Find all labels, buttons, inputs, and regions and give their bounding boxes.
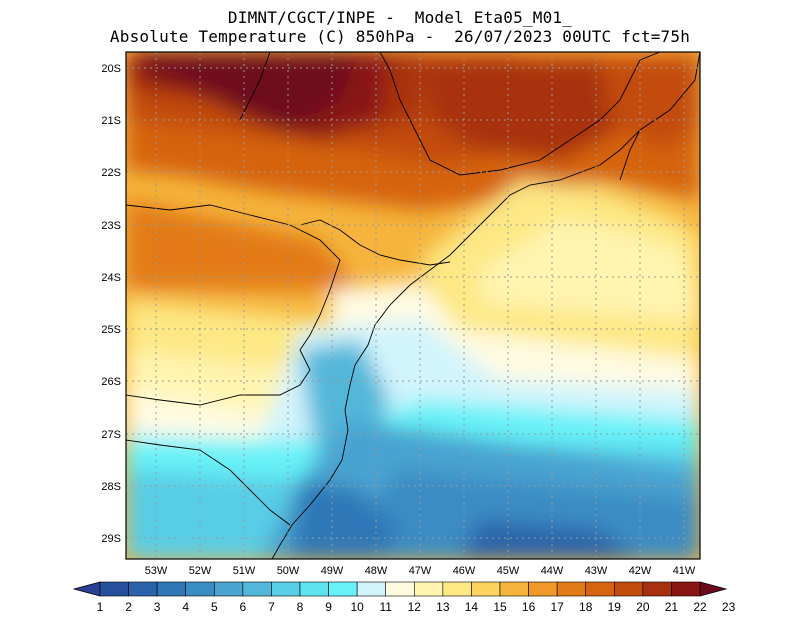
lat-label-25s: 25S [101,324,121,336]
lat-label-24s: 24S [101,272,121,284]
colorbar-label: 14 [465,600,479,614]
colorbar-label: 5 [211,600,218,614]
lon-label-43w: 43W [585,565,608,577]
longitude-axis: 53W 52W 51W 50W 49W 48W 47W 46W 45W 44W … [145,565,696,577]
colorbar-label: 15 [493,600,507,614]
colorbar-label: 17 [550,600,564,614]
colorbar-cell [356,581,387,597]
colorbar-label: 20 [636,600,650,614]
colorbar-cell [299,581,329,597]
lon-label-52w: 52W [189,565,212,577]
colorbar-label: 6 [240,600,247,614]
colorbar-cell [442,581,472,597]
colorbar-cell [613,581,644,597]
colorbar-cell [413,581,444,597]
colorbar-cell [328,581,358,597]
colorbar-cell [185,581,215,597]
colorbar-arrow-high [699,581,728,597]
colorbar: 1 2 3 4 5 6 7 8 9 10 11 12 13 14 15 16 17 18 19 20 21 22 23 [72,581,736,614]
lon-label-49w: 49W [321,565,344,577]
colorbar-label: 10 [350,600,364,614]
colorbar-label: 7 [268,600,275,614]
colorbar-label: 16 [522,600,536,614]
colorbar-cell [671,581,701,597]
colorbar-labels: 1 2 3 4 5 6 7 8 9 10 11 12 13 14 15 16 17 18 19 20 21 22 23 [97,600,736,614]
lon-label-50w: 50W [277,565,300,577]
lat-label-27s: 27S [101,429,121,441]
lon-label-41w: 41W [673,565,696,577]
lon-label-51w: 51W [233,565,256,577]
colorbar-cell [385,581,415,597]
lon-label-47w: 47W [409,565,432,577]
colorbar-cell [128,581,158,597]
coastline-borders [126,52,700,559]
lon-label-45w: 45W [497,565,520,577]
colorbar-cell [556,581,587,597]
lat-label-28s: 28S [101,481,121,493]
temperature-field [126,52,700,559]
colorbar-label: 19 [608,600,622,614]
colorbar-label: 9 [325,600,332,614]
lat-label-29s: 29S [101,533,121,545]
lon-label-48w: 48W [365,565,388,577]
lat-label-23s: 23S [101,220,121,232]
map-title-line2: Absolute Temperature (C) 850hPa - 26/07/… [109,27,691,46]
lat-label-26s: 26S [101,376,121,388]
colorbar-cell [499,581,529,597]
colorbar-cell [156,581,187,597]
colorbar-label: 2 [125,600,132,614]
colorbar-cell [271,581,301,597]
map-frame [125,51,701,560]
colorbar-label: 11 [379,600,392,614]
colorbar-label: 23 [722,600,736,614]
colorbar-cell [528,581,558,597]
colorbar-label: 4 [182,600,189,614]
colorbar-label: 22 [693,600,707,614]
colorbar-label: 21 [665,600,679,614]
lon-label-44w: 44W [541,565,564,577]
colorbar-cell [242,581,272,597]
colorbar-cell [99,581,129,597]
colorbar-cell [585,581,615,597]
colorbar-cell [213,581,244,597]
latitude-axis: 20S 21S 22S 23S 24S 25S 26S 27S 28S 29S [101,63,121,545]
field-shading [126,52,700,559]
lat-label-22s: 22S [101,167,121,179]
colorbar-cell [642,581,672,597]
colorbar-arrow-low [72,581,101,597]
lon-label-46w: 46W [453,565,476,577]
lon-label-53w: 53W [145,565,168,577]
lon-label-42w: 42W [629,565,652,577]
colorbar-label: 12 [408,600,422,614]
lat-label-20s: 20S [101,63,121,75]
colorbar-label: 18 [579,600,593,614]
colorbar-label: 13 [436,600,450,614]
graticule [126,52,700,559]
colorbar-label: 3 [154,600,161,614]
colorbar-label: 1 [97,600,104,614]
map-title-line1: DIMNT/CGCT/INPE - Model Eta05_M01_ [227,8,573,27]
colorbar-label: 8 [297,600,304,614]
colorbar-cells [99,581,701,597]
colorbar-cell [471,581,501,597]
lat-label-21s: 21S [101,115,121,127]
